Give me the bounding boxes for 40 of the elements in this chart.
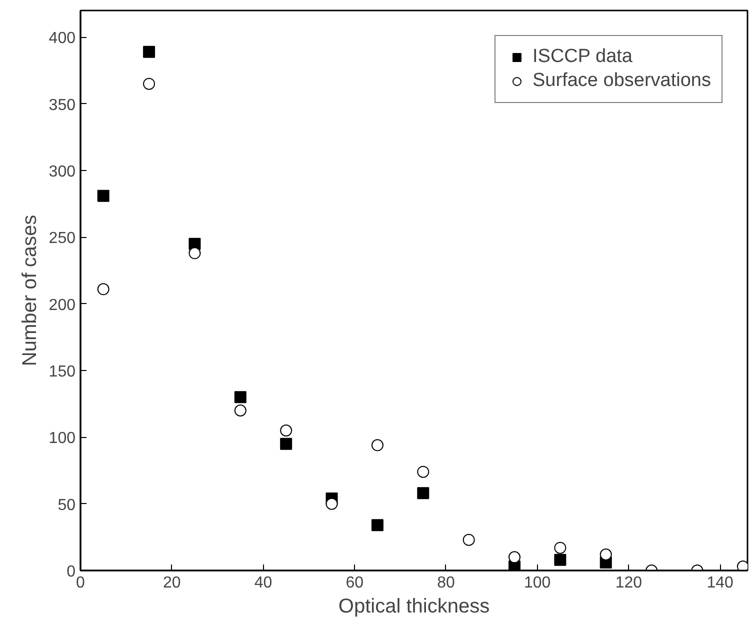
y-tick-label: 200 — [48, 296, 76, 314]
point — [554, 542, 566, 554]
point — [280, 424, 292, 436]
x-tick-label: 60 — [346, 574, 364, 592]
point — [508, 551, 521, 564]
point — [97, 283, 110, 296]
y-tick-label: 100 — [48, 430, 76, 448]
point — [462, 534, 475, 546]
x-axis-title: Optical thickness — [338, 596, 490, 618]
point — [736, 560, 748, 570]
point — [371, 519, 384, 532]
y-tick-label: 50 — [58, 496, 76, 514]
legend-label: ISCCP data — [532, 46, 632, 68]
y-tick-label: 150 — [48, 364, 76, 380]
legend-label: Surface observations — [532, 70, 711, 92]
x-tick-label: 20 — [162, 574, 181, 592]
point — [371, 439, 384, 452]
y-tick-label: 350 — [48, 96, 76, 114]
point — [143, 78, 156, 90]
x-tick-label: 120 — [615, 574, 642, 592]
point — [326, 498, 338, 510]
y-tick-label: 300 — [48, 164, 76, 180]
x-tick-label: 40 — [254, 574, 272, 592]
y-tick-label: 250 — [48, 230, 76, 248]
y-tick-label: 400 — [48, 30, 76, 48]
point — [97, 190, 110, 202]
point — [600, 548, 612, 560]
y-tick-label: 0 — [66, 564, 76, 580]
point — [417, 466, 430, 478]
point — [280, 438, 292, 450]
x-tick-label: 100 — [524, 574, 551, 592]
point — [554, 554, 566, 566]
point — [234, 404, 246, 416]
y-axis-title: Number of cases — [18, 214, 41, 366]
point — [188, 247, 201, 260]
point — [143, 46, 156, 58]
point — [234, 391, 246, 404]
x-tick-label: 140 — [706, 574, 734, 592]
point — [417, 487, 430, 500]
x-tick-label: 80 — [437, 574, 455, 592]
